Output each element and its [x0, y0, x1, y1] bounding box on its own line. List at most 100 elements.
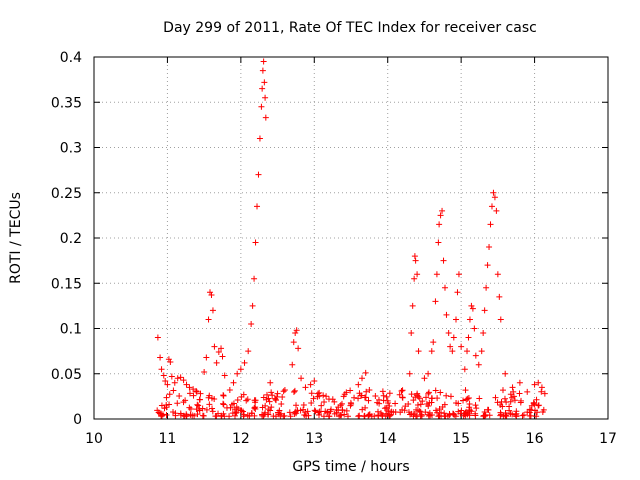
band-point — [361, 412, 368, 419]
band-point — [290, 389, 297, 396]
data-point — [454, 289, 461, 296]
band-point — [267, 407, 274, 414]
band-point — [386, 403, 393, 410]
band-point — [351, 394, 358, 401]
data-point — [366, 387, 373, 394]
data-point — [443, 311, 450, 318]
data-point — [441, 284, 448, 291]
band-point — [355, 413, 362, 420]
x-axis-label: GPS time / hours — [292, 459, 409, 475]
data-point — [281, 387, 288, 394]
band-point — [327, 408, 334, 415]
data-point — [256, 135, 263, 142]
data-point — [538, 384, 545, 391]
data-point — [428, 348, 435, 355]
band-point — [417, 413, 424, 420]
data-point — [180, 377, 187, 384]
band-point — [278, 400, 285, 407]
band-point — [291, 387, 298, 394]
band-point — [292, 408, 299, 415]
band-point — [259, 404, 266, 411]
y-tick-label: 0.15 — [51, 276, 82, 292]
data-point — [437, 212, 444, 219]
band-point — [534, 409, 541, 416]
band-point — [434, 409, 441, 416]
band-point — [425, 390, 432, 397]
band-point — [408, 391, 415, 398]
data-point — [481, 307, 488, 314]
band-point — [464, 395, 471, 402]
y-tick-label: 0.25 — [51, 186, 82, 202]
data-point — [168, 373, 175, 380]
data-point — [311, 377, 318, 384]
data-point — [480, 330, 487, 337]
data-point — [211, 343, 218, 350]
band-point — [414, 392, 421, 399]
band-point — [520, 412, 527, 419]
data-point — [295, 345, 302, 352]
data-point — [447, 343, 454, 350]
band-point — [323, 393, 330, 400]
band-point — [530, 399, 537, 406]
data-point — [415, 348, 422, 355]
band-point — [466, 404, 473, 411]
band-point — [252, 397, 259, 404]
band-point — [413, 406, 420, 413]
band-point — [205, 394, 212, 401]
band-point — [379, 388, 386, 395]
band-point — [268, 404, 275, 411]
band-point — [193, 406, 200, 413]
band-point — [513, 413, 520, 420]
band-point — [158, 413, 165, 420]
band-point — [380, 397, 387, 404]
axis-ticks: 10 11 12 13 14 15 16 17 0 0.05 0.1 0.15 0.2 0.25 0.3 0.… — [51, 50, 617, 447]
data-point — [158, 366, 165, 373]
band-point — [410, 411, 417, 418]
band-point — [355, 395, 362, 402]
data-point — [302, 384, 309, 391]
data-point — [183, 381, 190, 388]
band-point — [163, 411, 170, 418]
band-point — [399, 387, 406, 394]
band-point — [221, 413, 228, 420]
data-point — [440, 257, 447, 264]
y-tick-label: 0.3 — [60, 141, 82, 157]
band-point — [234, 397, 241, 404]
data-point — [193, 388, 200, 395]
data-point — [469, 305, 476, 312]
y-axis-label: ROTI / TECUs — [8, 192, 24, 284]
band-point — [538, 388, 545, 395]
data-point — [433, 271, 440, 278]
band-point — [472, 410, 479, 417]
band-point — [497, 402, 504, 409]
data-point — [262, 114, 269, 121]
data-point — [524, 388, 531, 395]
band-point — [300, 402, 307, 409]
band-point — [463, 408, 470, 415]
y-tick-label: 0.1 — [60, 322, 82, 338]
band-point — [321, 399, 328, 406]
data-point — [359, 375, 366, 382]
band-point — [229, 401, 236, 408]
data-point — [157, 354, 164, 361]
band-point — [196, 396, 203, 403]
band-point — [240, 413, 247, 420]
band-point — [425, 389, 432, 396]
data-point — [362, 369, 369, 376]
data-point — [203, 354, 210, 361]
band-point — [434, 395, 441, 402]
x-tick-label: 16 — [526, 431, 544, 447]
band-point — [199, 412, 206, 419]
data-point — [461, 366, 468, 373]
band-point — [466, 412, 473, 419]
band-point — [419, 398, 426, 405]
band-point — [316, 393, 323, 400]
band-point — [272, 396, 279, 403]
data-points — [154, 58, 548, 420]
data-point — [406, 370, 413, 377]
data-point — [475, 361, 482, 368]
band-point — [252, 404, 259, 411]
band-point — [501, 395, 508, 402]
band-point — [466, 407, 473, 414]
band-point — [348, 401, 355, 408]
